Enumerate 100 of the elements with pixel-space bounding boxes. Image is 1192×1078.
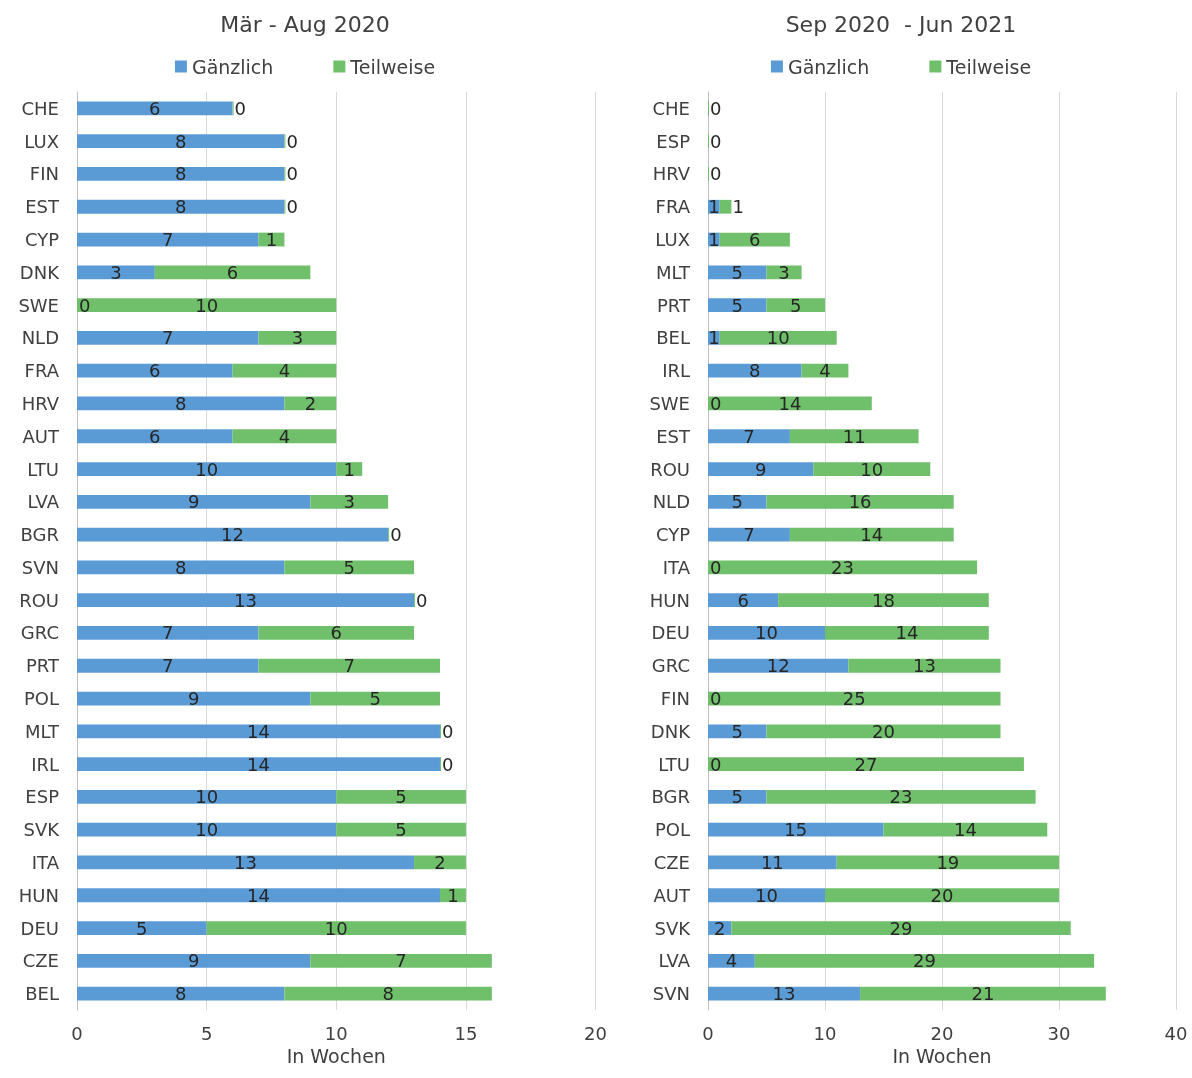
bar (708, 429, 790, 444)
y-tick-label: FIN (660, 688, 690, 710)
data-label: 3 (110, 261, 122, 283)
data-label: 1 (708, 327, 720, 349)
bar (77, 494, 311, 509)
y-tick-label: NLD (652, 491, 690, 513)
x-tick-label: 10 (324, 1022, 348, 1044)
y-tick-label: CYP (24, 229, 60, 251)
bar (310, 691, 440, 706)
data-label: 8 (174, 392, 187, 414)
bar (258, 331, 337, 345)
bar (754, 953, 1095, 968)
data-label: 29 (889, 917, 913, 939)
y-tick-label: PRT (25, 655, 60, 677)
data-label: 0 (79, 294, 91, 316)
bar (708, 691, 1001, 706)
bar (77, 626, 259, 640)
y-tick-label: PRT (656, 294, 691, 316)
data-label: 6 (226, 261, 239, 283)
data-label: 21 (971, 983, 995, 1005)
data-label: 10 (195, 786, 219, 808)
bar (708, 626, 825, 640)
y-tick-label: BEL (656, 327, 690, 349)
bar (719, 331, 837, 345)
bar (778, 593, 989, 608)
data-label: 6 (149, 97, 161, 119)
bar (77, 658, 259, 673)
data-label: 6 (749, 229, 761, 251)
chart-title: Sep 2020 - Jun 2021 (785, 11, 1017, 37)
data-label: 10 (195, 819, 219, 841)
y-tick-label: LUX (24, 130, 59, 152)
y-tick-label: NLD (21, 327, 59, 349)
y-tick-label: LTU (658, 753, 690, 775)
y-tick-label: ESP (25, 786, 60, 808)
bar (336, 790, 466, 804)
bar (825, 626, 989, 640)
data-label: 7 (162, 327, 174, 349)
data-label: 18 (872, 589, 895, 611)
data-label: 10 (766, 327, 790, 349)
bar (77, 298, 337, 312)
data-label: 9 (187, 491, 200, 513)
data-label: 12 (221, 524, 245, 546)
bar (77, 757, 440, 771)
data-label: 0 (710, 97, 722, 119)
data-label: 16 (848, 491, 872, 513)
data-label: 8 (174, 556, 187, 578)
data-label: 0 (234, 97, 247, 119)
data-label: 15 (784, 819, 808, 841)
y-tick-label: DNK (650, 720, 692, 742)
data-label: 0 (390, 524, 402, 546)
data-label: 1 (343, 458, 355, 480)
bar (258, 658, 440, 673)
bar (708, 790, 767, 804)
bar (77, 232, 259, 247)
data-label: 5 (790, 294, 802, 316)
bar (789, 429, 919, 444)
x-axis-title: In Wochen (286, 1045, 386, 1068)
y-tick-label: LVA (27, 491, 60, 513)
y-tick-label: ESP (656, 130, 691, 152)
y-tick-label: EST (25, 196, 60, 218)
y-tick-label: IRL (662, 360, 690, 382)
data-label: 19 (936, 851, 960, 873)
y-tick-label: SVN (652, 983, 690, 1005)
y-tick-label: HUN (18, 884, 59, 906)
data-label: 14 (247, 884, 270, 906)
data-label: 7 (162, 622, 174, 644)
data-label: 0 (710, 392, 722, 414)
bar (258, 626, 415, 640)
data-label: 7 (743, 524, 755, 546)
y-tick-label: FRA (24, 360, 60, 382)
data-label: 4 (278, 360, 291, 382)
bar (77, 822, 337, 837)
bar (232, 363, 337, 378)
data-label: 5 (136, 917, 148, 939)
bar (77, 593, 415, 608)
y-tick-label: AUT (653, 884, 691, 906)
bar (232, 429, 337, 444)
bar (708, 593, 779, 608)
data-label: 20 (872, 720, 895, 742)
bar (77, 331, 259, 345)
data-label: 0 (441, 753, 454, 775)
y-tick-label: SVK (654, 917, 692, 939)
bar (708, 724, 767, 739)
bar (708, 888, 825, 903)
data-label: 0 (710, 753, 722, 775)
data-label: 10 (324, 917, 348, 939)
data-label: 3 (291, 327, 304, 349)
bar (284, 560, 415, 575)
bar (77, 986, 285, 1001)
bar (284, 986, 492, 1001)
bar (708, 658, 849, 673)
x-tick-label: 40 (1164, 1022, 1188, 1044)
bar (77, 396, 285, 411)
data-label: 10 (755, 884, 778, 906)
data-label: 7 (162, 655, 174, 677)
bar (77, 855, 415, 870)
x-tick-label: 0 (71, 1022, 83, 1044)
data-label: 8 (174, 983, 187, 1005)
data-label: 5 (395, 786, 407, 808)
bar (708, 363, 802, 378)
